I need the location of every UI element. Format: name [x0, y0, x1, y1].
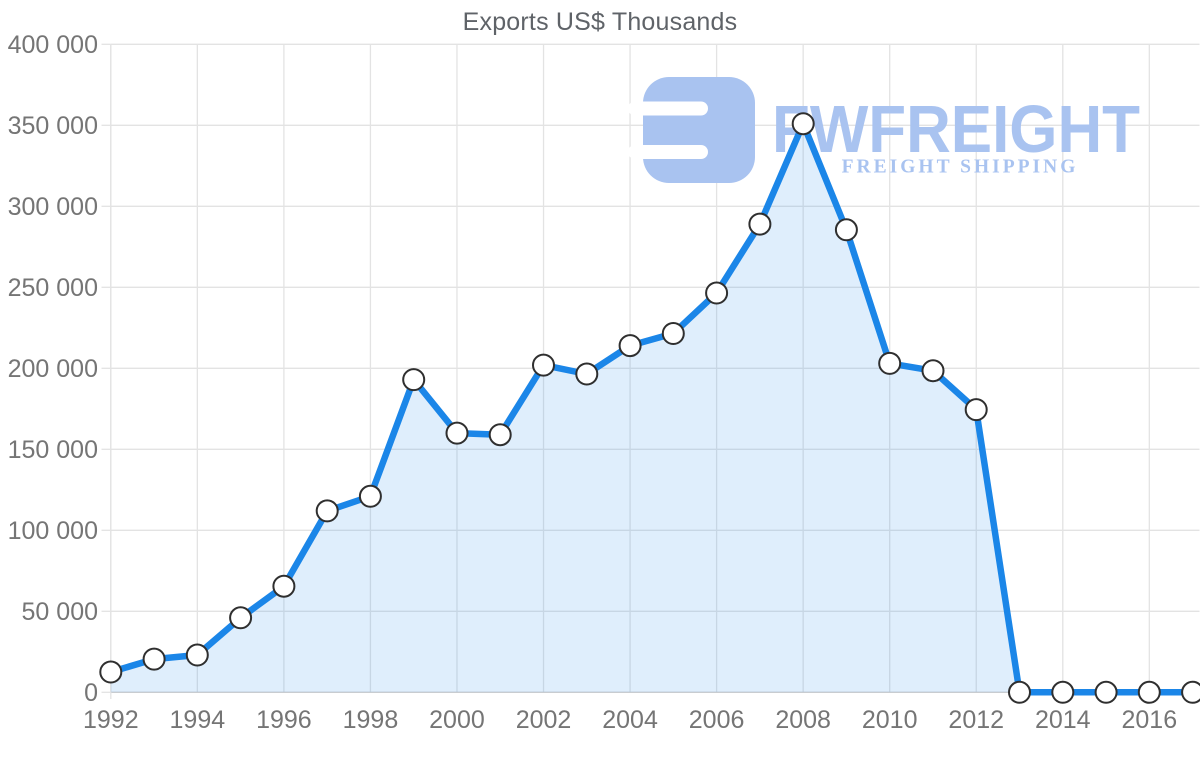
chart-title: Exports US$ Thousands — [462, 8, 738, 36]
data-point-1998[interactable] — [358, 484, 382, 508]
brand-name-text: FWFREIGHT — [772, 92, 1140, 167]
x-tick-label: 1992 — [83, 706, 139, 734]
x-tick-label: 2014 — [1035, 706, 1091, 734]
data-point-1997[interactable] — [315, 499, 339, 523]
y-tick-label: 250 000 — [8, 274, 98, 302]
y-tick-label: 400 000 — [8, 31, 98, 59]
x-tick-label: 2010 — [862, 706, 918, 734]
x-tick-label: 1996 — [256, 706, 312, 734]
y-tick-label: 200 000 — [8, 355, 98, 383]
x-tick-label: 1998 — [343, 706, 399, 734]
series-line — [107, 120, 1196, 696]
data-point-2004[interactable] — [618, 334, 642, 358]
x-tick-label: 2012 — [948, 706, 1004, 734]
x-tick-label: 1994 — [170, 706, 226, 734]
area-fill — [110, 123, 1193, 693]
axis-labels: 1992 1994 1996 1998 2000 2002 2004 2006 2008 2010… — [8, 31, 1178, 734]
brand-logo-notch — [628, 101, 708, 116]
data-point-2012[interactable] — [964, 398, 988, 422]
y-tick-label: 300 000 — [8, 193, 98, 221]
data-point-2005[interactable] — [661, 322, 685, 345]
data-point-1995[interactable] — [229, 606, 253, 630]
brand-tagline-text: FREIGHT SHIPPING — [842, 157, 1079, 178]
x-tick-label: 2000 — [429, 706, 485, 734]
data-point-2011[interactable] — [921, 359, 945, 383]
x-tick-label: 2006 — [689, 706, 745, 734]
data-point-2002[interactable] — [532, 353, 555, 377]
data-point-1999[interactable] — [402, 368, 426, 392]
x-tick-label: 2004 — [602, 706, 658, 734]
y-tick-label: 150 000 — [8, 436, 98, 464]
y-tick-label: 350 000 — [8, 112, 98, 140]
data-point-2016[interactable] — [1137, 680, 1161, 704]
data-point-2010[interactable] — [878, 351, 902, 375]
data-point-2013[interactable] — [1008, 680, 1031, 704]
x-tick-label: 2002 — [516, 706, 572, 734]
data-point-2015[interactable] — [1094, 680, 1118, 704]
data-point-2006[interactable] — [705, 281, 729, 305]
x-tick-label: 2008 — [775, 706, 831, 734]
y-tick-label: 0 — [84, 679, 98, 707]
x-tick-label: 2016 — [1122, 706, 1178, 734]
y-tick-label: 100 000 — [8, 517, 98, 545]
brand-logo-notch — [628, 145, 708, 159]
data-point-2008[interactable] — [791, 112, 815, 136]
data-point-2014[interactable] — [1051, 680, 1075, 704]
data-point-2007[interactable] — [748, 212, 772, 236]
data-point-1994[interactable] — [185, 643, 209, 667]
data-point-2003[interactable] — [575, 362, 599, 386]
series — [107, 120, 1196, 696]
y-tick-label: 50 000 — [22, 598, 98, 626]
data-point-1992[interactable] — [99, 660, 123, 684]
data-point-1996[interactable] — [272, 574, 296, 598]
data-point-2009[interactable] — [834, 218, 858, 242]
data-point-2017[interactable] — [1181, 680, 1200, 704]
data-points — [99, 112, 1200, 704]
data-point-2000[interactable] — [445, 421, 469, 445]
data-point-2001[interactable] — [488, 423, 512, 447]
brand-logo-icon — [643, 77, 755, 183]
data-point-1993[interactable] — [142, 647, 166, 671]
